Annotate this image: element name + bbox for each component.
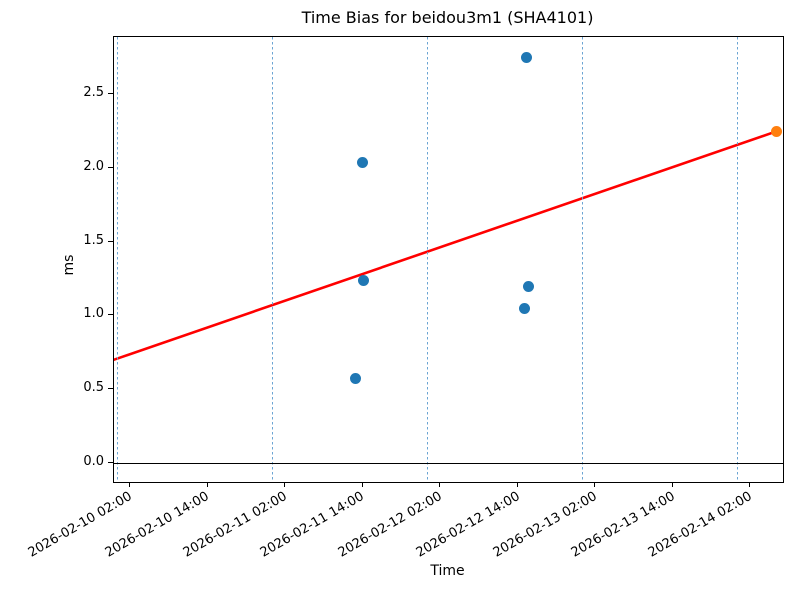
y-tick-label: 1.0 [83, 306, 104, 322]
y-tick-label: 2.0 [83, 159, 104, 175]
x-tick [749, 482, 751, 487]
y-tick [108, 388, 113, 390]
scatter-point-observations [349, 373, 361, 385]
scatter-point-observations [358, 274, 370, 286]
y-tick-label: 1.5 [83, 232, 104, 248]
x-tick [129, 482, 131, 487]
x-tick [439, 482, 441, 487]
y-tick-label: 0.5 [83, 380, 104, 396]
x-axis-label: Time [430, 563, 465, 579]
scatter-point-observations [523, 280, 535, 292]
y-tick-label: 2.5 [83, 85, 104, 101]
plot-area [113, 36, 784, 483]
scatter-point-observations [357, 156, 369, 168]
x-tick [594, 482, 596, 487]
x-gridline [426, 37, 428, 482]
y-tick [108, 461, 113, 463]
y-tick [108, 240, 113, 242]
scatter-point-observations [519, 302, 531, 314]
zero-reference-line [114, 462, 783, 464]
y-tick-label: 0.0 [83, 453, 104, 469]
x-gridline [116, 37, 118, 482]
x-tick [361, 482, 363, 487]
x-tick [284, 482, 286, 487]
y-tick [108, 93, 113, 95]
x-gridline [736, 37, 738, 482]
x-tick [206, 482, 208, 487]
trend-line [114, 130, 778, 361]
x-gridline [581, 37, 583, 482]
scatter-point-latest-point [771, 125, 783, 137]
chart-title: Time Bias for beidou3m1 (SHA4101) [301, 8, 594, 27]
y-tick [108, 167, 113, 169]
y-tick [108, 314, 113, 316]
trend-line-layer [114, 130, 778, 361]
scatter-point-observations [521, 52, 533, 64]
x-gridline [271, 37, 273, 482]
x-tick [516, 482, 518, 487]
x-tick [671, 482, 673, 487]
